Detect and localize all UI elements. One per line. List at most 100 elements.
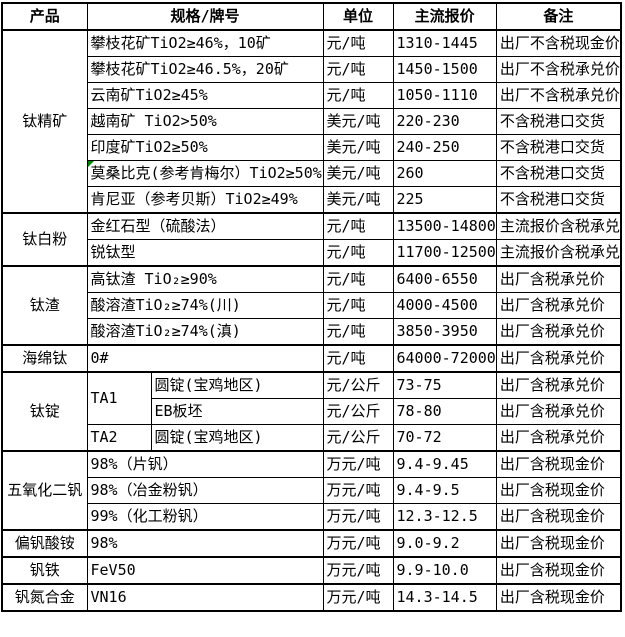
unit-cell: 万元/吨 xyxy=(322,450,394,478)
price-cell: 12.3-12.5 xyxy=(392,503,497,531)
unit-cell: 美元/吨 xyxy=(322,160,394,187)
price-cell: 9.0-9.2 xyxy=(392,529,497,558)
product-cell: 海绵钛 xyxy=(1,344,88,373)
price-cell: 9.9-10.0 xyxy=(392,556,497,585)
note-cell: 出厂含税现金价 xyxy=(495,477,622,504)
unit-cell: 元/吨 xyxy=(322,239,394,267)
unit-cell: 万元/吨 xyxy=(322,583,394,612)
price-cell: 240-250 xyxy=(392,134,497,161)
product-cell: 五氧化二钒 xyxy=(1,450,88,531)
price-cell: 1050-1110 xyxy=(392,82,497,109)
spec-cell: 酸溶渣TiO₂≥74%(滇) xyxy=(86,318,324,346)
spec-cell: FeV50 xyxy=(86,556,324,585)
table-row: TA2 圆锭(宝鸡地区) 元/公斤 70-72 出厂含税承兑价 xyxy=(2,424,622,452)
unit-cell: 万元/吨 xyxy=(322,503,394,531)
spec-cell: 0# xyxy=(86,344,324,373)
unit-cell: 元/吨 xyxy=(322,265,394,293)
note-cell: 出厂含税承兑价 xyxy=(495,398,622,425)
spec-cell: 98%（片钒） xyxy=(86,450,324,478)
unit-cell: 美元/吨 xyxy=(322,108,394,135)
spec-cell: 越南矿 TiO2>50% xyxy=(86,108,324,135)
note-cell: 出厂不含税承兑价 xyxy=(495,56,622,83)
price-cell: 64000-72000 xyxy=(392,344,497,373)
error-indicator-icon xyxy=(88,161,94,167)
table-row: 莫桑比克(参考肯梅尔）TiO2≥50% 美元/吨 260 不含税港口交货 xyxy=(2,160,622,187)
col-header-product: 产品 xyxy=(1,2,88,31)
col-header-price: 主流报价 xyxy=(392,2,497,31)
note-cell: 不含税港口交货 xyxy=(495,108,622,135)
table-row: EB板坯 元/公斤 78-80 出厂含税承兑价 xyxy=(2,398,622,425)
spec-cell: VN16 xyxy=(86,583,324,612)
price-cell: 4000-4500 xyxy=(392,292,497,319)
product-cell: 钛锭 xyxy=(1,371,88,452)
unit-cell: 万元/吨 xyxy=(322,529,394,558)
spec-cell: 锐钛型 xyxy=(86,239,324,267)
spec-cell: 印度矿TiO2≥50% xyxy=(86,134,324,161)
col-header-note: 备注 xyxy=(495,2,622,31)
price-cell: 260 xyxy=(392,160,497,187)
spec-cell: 高钛渣 TiO₂≥90% xyxy=(86,265,324,293)
table-row: 五氧化二钒 98%（片钒） 万元/吨 9.4-9.45 出厂含税现金价 xyxy=(1,450,622,531)
unit-cell: 万元/吨 xyxy=(322,477,394,504)
note-cell: 出厂含税承兑价 xyxy=(495,292,622,319)
unit-cell: 美元/吨 xyxy=(322,186,394,214)
note-cell: 主流报价含税承兑 xyxy=(495,239,622,267)
price-cell: 9.4-9.5 xyxy=(392,477,497,504)
note-cell: 主流报价含税承兑 xyxy=(495,212,622,240)
table-row: 钒铁 FeV50 万元/吨 9.9-10.0 出厂含税现金价 xyxy=(1,556,622,585)
price-cell: 73-75 xyxy=(392,371,497,399)
unit-cell: 元/公斤 xyxy=(322,398,394,425)
note-cell: 不含税港口交货 xyxy=(495,186,622,214)
price-cell: 220-230 xyxy=(392,108,497,135)
unit-cell: 美元/吨 xyxy=(322,134,394,161)
spec-cell: 98%（冶金粉钒） xyxy=(86,477,324,504)
note-cell: 不含税港口交货 xyxy=(495,134,622,161)
spec-cell: 99%（化工粉钒） xyxy=(86,503,324,531)
unit-cell: 万元/吨 xyxy=(322,556,394,585)
table-row: 钛渣 高钛渣 TiO₂≥90% 元/吨 6400-6550 出厂含税承兑价 xyxy=(1,265,622,346)
table-row: 海绵钛 0# 元/吨 64000-72000 出厂含税承兑价 xyxy=(1,344,622,373)
spec-cell: EB板坯 xyxy=(150,398,324,425)
product-cell: 钛渣 xyxy=(1,265,88,346)
unit-cell: 元/吨 xyxy=(322,29,394,57)
table-row: 钛精矿 攀枝花矿TiO2≥46%，10矿 元/吨 1310-1445 出厂不含税现金价 xyxy=(1,29,622,214)
spec-cell: 云南矿TiO2≥45% xyxy=(86,82,324,109)
price-cell: 225 xyxy=(392,186,497,214)
commodity-price-table: 产品 规格/牌号 单位 主流报价 备注 钛精矿 攀枝花矿TiO2≥46%，10矿元… xyxy=(1,2,622,612)
table-row: 酸溶渣TiO₂≥74%(川) 元/吨 4000-4500 出厂含税承兑价 xyxy=(2,292,622,319)
note-cell: 出厂含税承兑价 xyxy=(495,318,622,346)
price-cell: 1310-1445 xyxy=(392,29,497,57)
product-cell: 钒氮合金 xyxy=(1,583,88,612)
spec-cell: 莫桑比克(参考肯梅尔）TiO2≥50% xyxy=(86,160,324,187)
note-cell: 出厂含税承兑价 xyxy=(495,424,622,452)
note-cell: 出厂含税现金价 xyxy=(495,583,622,612)
note-cell: 出厂含税现金价 xyxy=(495,503,622,531)
price-table-body: 钛精矿 攀枝花矿TiO2≥46%，10矿 元/吨 1310-1445 出厂不含税现金价攀… xyxy=(1,29,622,612)
grade-cell: TA2 xyxy=(86,424,152,452)
header-row: 产品 规格/牌号 单位 主流报价 备注 xyxy=(1,2,622,31)
spec-cell: 圆锭(宝鸡地区) xyxy=(150,371,324,399)
product-cell: 钒铁 xyxy=(1,556,88,585)
unit-cell: 元/吨 xyxy=(322,344,394,373)
note-cell: 出厂不含税现金价 xyxy=(495,29,622,57)
note-cell: 出厂含税承兑价 xyxy=(495,344,622,373)
price-cell: 78-80 xyxy=(392,398,497,425)
spec-cell: 酸溶渣TiO₂≥74%(川) xyxy=(86,292,324,319)
table-row: 云南矿TiO2≥45% 元/吨 1050-1110 出厂不含税承兑价 xyxy=(2,82,622,109)
table-row: 偏钒酸铵 98% 万元/吨 9.0-9.2 出厂含税现金价 xyxy=(1,529,622,558)
unit-cell: 元/吨 xyxy=(322,56,394,83)
unit-cell: 元/吨 xyxy=(322,212,394,240)
table-row: 钒氮合金 VN16 万元/吨 14.3-14.5 出厂含税现金价 xyxy=(1,583,622,612)
table-row: 99%（化工粉钒） 万元/吨 12.3-12.5 出厂含税现金价 xyxy=(2,503,622,531)
table-row: 肯尼亚（参考贝斯）TiO2≥49% 美元/吨 225 不含税港口交货 xyxy=(2,186,622,214)
note-cell: 不含税港口交货 xyxy=(495,160,622,187)
table-row: 攀枝花矿TiO2≥46.5%，20矿 元/吨 1450-1500 出厂不含税承兑价 xyxy=(2,56,622,83)
table-row: 钛白粉 金红石型（硫酸法） 元/吨 13500-14800 主流报价含税承兑 xyxy=(1,212,622,267)
note-cell: 出厂含税现金价 xyxy=(495,529,622,558)
note-cell: 出厂含税现金价 xyxy=(495,450,622,478)
spec-cell: 98% xyxy=(86,529,324,558)
table-row: 酸溶渣TiO₂≥74%(滇) 元/吨 3850-3950 出厂含税承兑价 xyxy=(2,318,622,346)
price-cell: 1450-1500 xyxy=(392,56,497,83)
price-cell: 11700-12500 xyxy=(392,239,497,267)
price-cell: 3850-3950 xyxy=(392,318,497,346)
